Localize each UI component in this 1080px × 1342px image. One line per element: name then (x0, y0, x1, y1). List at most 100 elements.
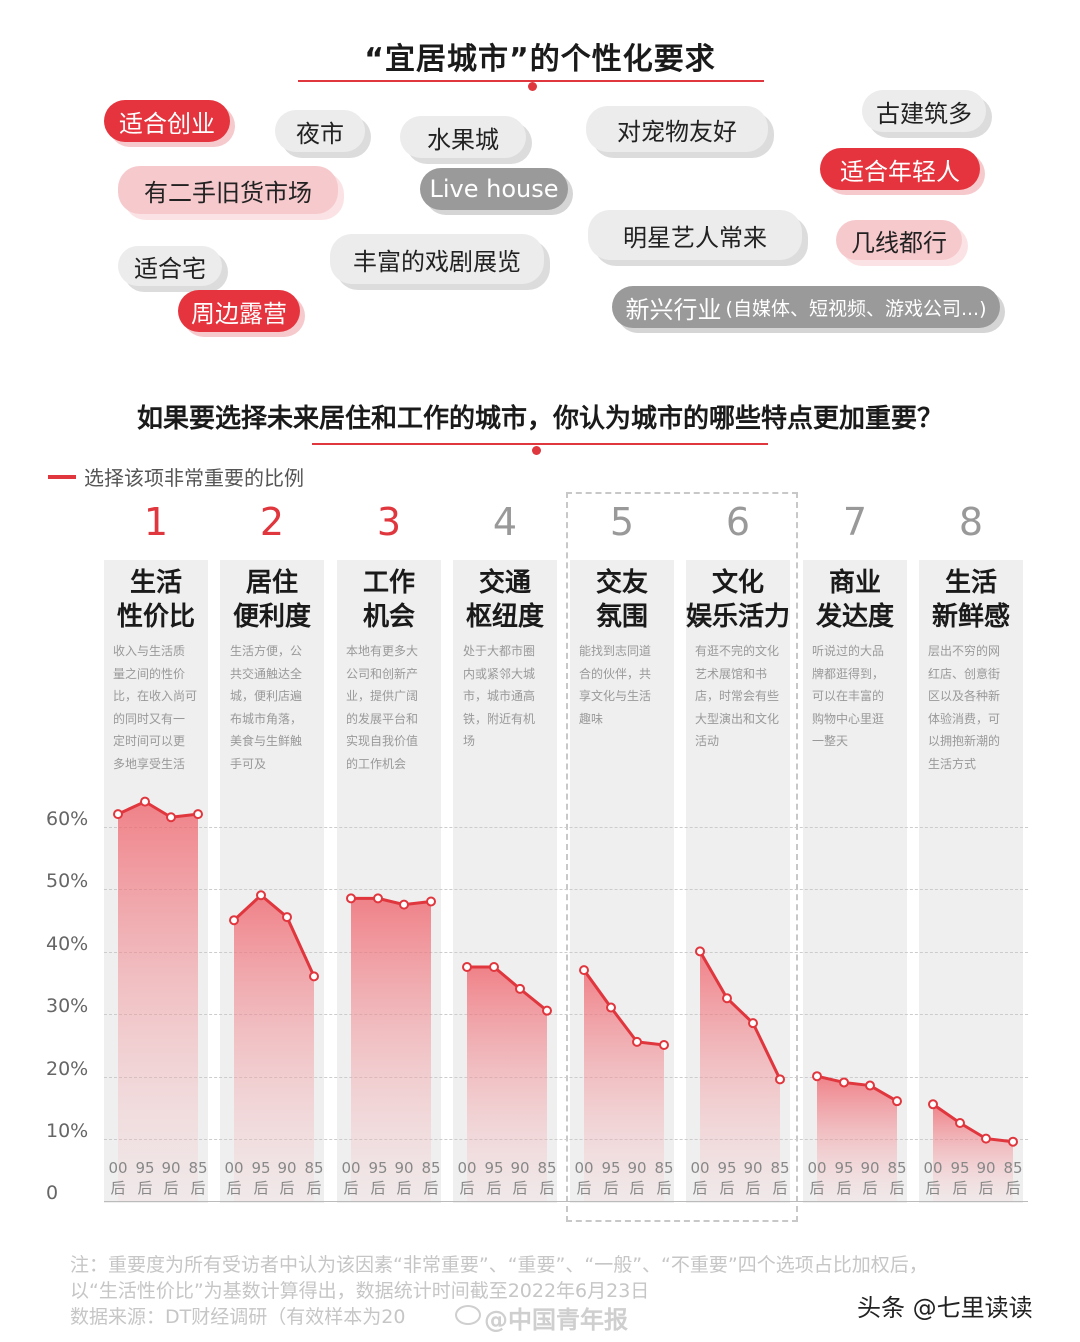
series-line (351, 896, 432, 907)
series-line (582, 969, 665, 1047)
data-point (606, 1002, 616, 1013)
category-name: 交通 枢纽度 (465, 568, 544, 632)
data-point (193, 809, 203, 820)
x-tick-label: 85 后 (770, 1159, 790, 1197)
x-tick-label: 85 后 (537, 1159, 557, 1197)
series-line (117, 799, 199, 819)
survey-question: 如果要选择未来居住和工作的城市，你认为城市的哪些特点更加重要？ (136, 404, 943, 434)
rank-number: 7 (842, 500, 868, 544)
category-name: 生活 性价比 (116, 568, 195, 632)
weibo-icon (455, 1305, 481, 1325)
data-point (748, 1018, 758, 1029)
data-point (113, 809, 123, 820)
category-description: 生活方便，公 共交通触达全 城，便利店遍 布城市角落， 美食与生鲜触 手可及 (230, 644, 303, 771)
x-tick-label: 90 后 (161, 1159, 181, 1197)
data-point (579, 965, 589, 976)
y-tick-label: 50% (46, 870, 89, 892)
rank-number: 6 (725, 500, 751, 544)
x-tick-label: 95 后 (834, 1159, 854, 1197)
data-point (489, 962, 499, 972)
data-point (1008, 1136, 1018, 1147)
category-description: 本地有更多大 公司和创新产 业，提供广阔 的发展平台和 实现自我价值 的工作机会 (346, 644, 419, 771)
data-point (166, 812, 176, 823)
data-point (373, 893, 383, 904)
category-description: 收入与生活质 量之间的性价 比，在收入尚可 的同时又有一 定时间可以更 多地享受生活 (113, 644, 198, 771)
watermark: @中国青年报 (484, 1306, 628, 1334)
series-line (816, 1074, 898, 1103)
data-point (955, 1118, 965, 1128)
x-tick-label: 95 后 (135, 1159, 155, 1197)
category-name: 工作 机会 (362, 568, 415, 632)
tag-item: 适合创业 (104, 100, 230, 142)
y-tick-label: 40% (46, 933, 89, 955)
category-description: 处于大都市圈 内或紧邻大城 市，城市通高 铁，附近有机场 (463, 644, 536, 748)
x-tick-label: 95 后 (950, 1159, 970, 1197)
x-tick-label: 00 后 (224, 1159, 244, 1197)
x-tick-label: 00 后 (690, 1159, 710, 1197)
series-area (118, 801, 198, 1201)
data-point (812, 1071, 822, 1082)
question-underline (312, 443, 768, 445)
series-area (817, 1076, 897, 1201)
y-tick-label: 0 (46, 1182, 59, 1204)
x-tick-label: 00 后 (807, 1159, 827, 1197)
series-line (467, 965, 548, 1012)
y-tick-label: 10% (46, 1120, 89, 1142)
series-area (584, 970, 664, 1201)
data-point (722, 993, 732, 1004)
data-point (426, 896, 436, 907)
data-point (632, 1036, 642, 1047)
data-point (981, 1133, 991, 1144)
footnote-line: 注：重要度为所有受访者中认为该因素“非常重要”、“重要”、“一般”、“不重要”四… (70, 1254, 928, 1276)
author-signature: 头条 @七里读读 (857, 1294, 1033, 1322)
x-tick-label: 90 后 (976, 1159, 996, 1197)
x-tick-label: 90 后 (394, 1159, 414, 1197)
x-tick-label: 00 后 (923, 1159, 943, 1197)
data-point (865, 1080, 875, 1091)
series-line (232, 893, 316, 977)
data-point (775, 1074, 785, 1085)
x-tick-label: 90 后 (743, 1159, 763, 1197)
x-tick-label: 85 后 (654, 1159, 674, 1197)
category-name: 交友 氛围 (595, 568, 648, 632)
title-underline (298, 80, 764, 82)
series-area (933, 1104, 1013, 1201)
data-point (282, 912, 292, 923)
x-tick-label: 85 后 (188, 1159, 208, 1197)
tag-item: 明星艺人常来 (588, 210, 802, 260)
category-description: 能找到志同道 合的伙伴，共 享文化与生活 趣味 (579, 644, 652, 726)
rank-number: 4 (492, 500, 518, 544)
rank-number: 3 (376, 500, 402, 544)
y-tick-label: 30% (46, 995, 89, 1017)
grid-line (104, 1139, 1028, 1140)
tag-item: 丰富的戏剧展览 (330, 234, 544, 284)
data-point (839, 1077, 849, 1088)
rank-number: 5 (609, 500, 635, 544)
tag-item: 新兴行业 (自媒体、短视频、游戏公司...) (612, 286, 1000, 328)
rank-number: 2 (259, 500, 285, 544)
rank-number: 8 (958, 500, 984, 544)
category-name: 居住 便利度 (232, 568, 311, 632)
y-tick-label: 20% (46, 1058, 89, 1080)
x-tick-label: 90 后 (510, 1159, 530, 1197)
grid-line (104, 1077, 1028, 1078)
question-dot (532, 446, 541, 455)
x-tick-label: 90 后 (860, 1159, 880, 1197)
rank-number: 1 (143, 500, 169, 544)
footnote-line: 以“生活性价比”为基数计算得出，数据统计时间截至2022年6月23日 (70, 1280, 650, 1302)
tag-item: 周边露营 (178, 290, 300, 332)
x-tick-label: 00 后 (457, 1159, 477, 1197)
x-tick-label: 85 后 (1003, 1159, 1023, 1197)
grid-line (104, 952, 1028, 953)
series-area (467, 967, 547, 1201)
column-bg (919, 560, 1023, 1203)
x-tick-label: 95 后 (717, 1159, 737, 1197)
data-point (229, 915, 239, 926)
x-tick-label: 95 后 (251, 1159, 271, 1197)
category-description: 听说过的大品 牌都逛得到， 可以在丰富的 购物中心里逛 一整天 (812, 644, 885, 748)
x-tick-label: 85 后 (421, 1159, 441, 1197)
series-line (932, 1103, 1014, 1144)
data-point (695, 946, 705, 957)
tag-item: 适合年轻人 (820, 148, 980, 190)
x-tick-label: 90 后 (277, 1159, 297, 1197)
